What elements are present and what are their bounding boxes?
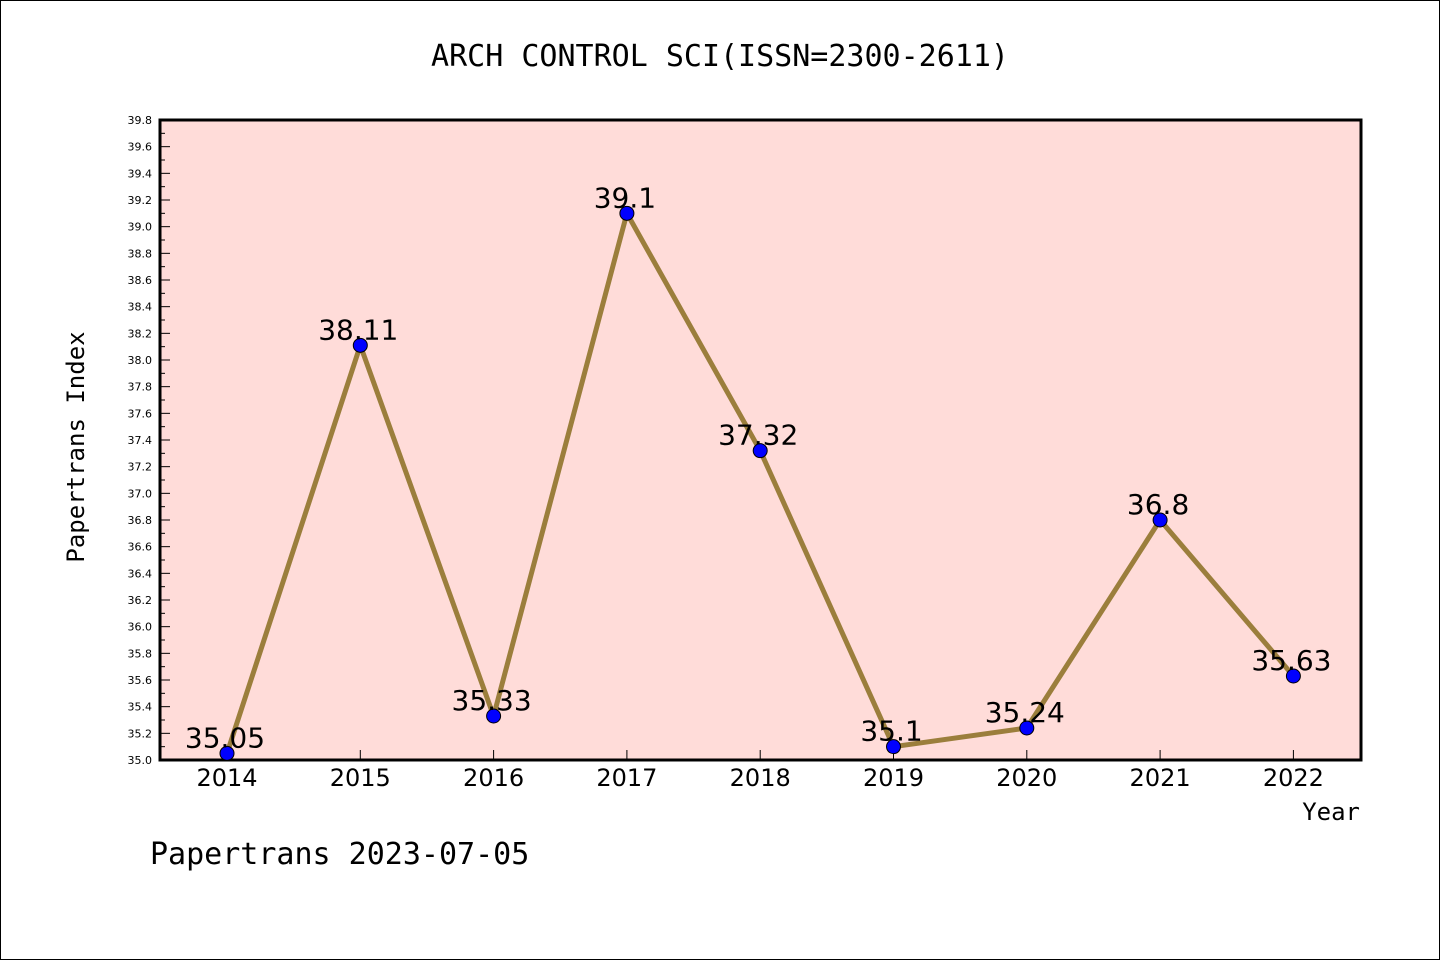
series-layer	[219, 205, 1301, 761]
data-point	[752, 443, 768, 459]
x-tick-label: 2021	[1130, 764, 1191, 792]
data-label: 36.8	[1127, 488, 1189, 521]
data-label: 37.32	[718, 419, 798, 452]
data-label: 35.63	[1251, 644, 1331, 677]
y-tick-label: 37.2	[128, 461, 153, 474]
x-axis: 2014 2015 2016 2017 2018 2019 2020 2021 2022	[196, 750, 1324, 792]
data-label: 35.24	[985, 696, 1065, 729]
y-tick-label: 35.2	[128, 727, 153, 740]
x-tick-label: 2016	[463, 764, 524, 792]
y-tick-label: 38.0	[128, 354, 153, 367]
y-tick-label: 39.2	[128, 194, 153, 207]
y-tick-label: 35.8	[128, 647, 153, 660]
x-axis-title: Year	[1302, 798, 1360, 826]
data-label: 39.1	[594, 181, 656, 214]
data-point	[1152, 512, 1168, 528]
data-point	[1019, 720, 1035, 736]
data-label-layer: 35.05 38.11 35.33 39.1 37.32 35.1 35.24 36.8 35.…	[185, 181, 1332, 754]
data-label: 38.11	[318, 313, 398, 346]
x-tick-label: 2020	[996, 764, 1057, 792]
y-tick-label: 37.0	[128, 487, 153, 500]
x-tick-label: 2015	[330, 764, 391, 792]
data-label: 35.33	[452, 684, 532, 717]
y-axis: 35.0 35.2 35.4 35.6 35.8 36.0 36.2 36.4 36.6 36.8…	[128, 114, 170, 767]
y-tick-label: 35.4	[128, 701, 153, 714]
y-tick-label: 35.0	[128, 754, 153, 767]
x-tick-label: 2019	[863, 764, 924, 792]
chart-title: ARCH CONTROL SCI(ISSN=2300-2611)	[431, 39, 1009, 74]
x-tick-label: 2018	[730, 764, 791, 792]
y-tick-label: 39.0	[128, 221, 153, 234]
x-tick-label: 2022	[1263, 764, 1324, 792]
y-tick-label: 36.0	[128, 621, 153, 634]
y-tick-label: 36.6	[128, 541, 153, 554]
data-label: 35.1	[860, 715, 922, 748]
y-axis-title: Papertrans Index	[62, 331, 90, 562]
y-tick-label: 37.6	[128, 407, 153, 420]
y-tick-label: 35.6	[128, 674, 153, 687]
y-tick-label: 38.6	[128, 274, 153, 287]
y-tick-label: 39.6	[128, 141, 153, 154]
y-tick-label: 36.2	[128, 594, 153, 607]
plot-area	[158, 118, 1363, 762]
footer-credit: Papertrans 2023-07-05	[150, 837, 529, 872]
data-point	[1285, 668, 1301, 684]
x-tick-label: 2017	[596, 764, 657, 792]
y-tick-label: 36.4	[128, 567, 153, 580]
y-tick-label: 36.8	[128, 514, 153, 527]
y-tick-label: 37.8	[128, 381, 153, 394]
y-tick-label: 38.2	[128, 327, 153, 340]
y-tick-label: 38.8	[128, 247, 153, 260]
y-tick-label: 38.4	[128, 301, 153, 314]
data-point	[619, 205, 635, 221]
data-point	[352, 337, 368, 353]
data-label: 35.05	[185, 721, 265, 754]
y-tick-label: 39.8	[128, 114, 153, 127]
data-point	[219, 745, 235, 761]
x-tick-label: 2014	[196, 764, 257, 792]
data-point	[486, 708, 502, 724]
y-tick-label: 37.4	[128, 434, 153, 447]
data-point	[886, 739, 901, 755]
y-tick-label: 39.4	[128, 167, 153, 180]
